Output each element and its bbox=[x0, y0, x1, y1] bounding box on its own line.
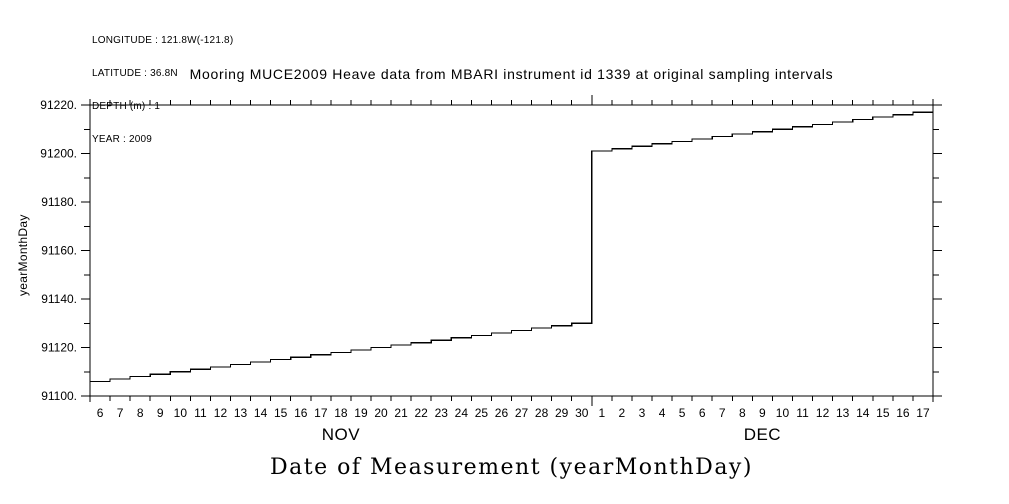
x-tick-label: 2 bbox=[619, 406, 626, 420]
x-tick-label: 20 bbox=[374, 406, 388, 420]
x-tick-label: 24 bbox=[455, 406, 469, 420]
x-tick-label: 12 bbox=[816, 406, 830, 420]
tick-labels-group: 91100.91120.91140.91160.91180.91200.9122… bbox=[40, 98, 930, 444]
metadata-line-depth: DEPTH (m) : 1 bbox=[92, 101, 161, 112]
x-tick-label: 8 bbox=[739, 406, 746, 420]
x-tick-label: 4 bbox=[659, 406, 666, 420]
x-tick-label: 15 bbox=[274, 406, 288, 420]
x-tick-label: 25 bbox=[475, 406, 489, 420]
x-tick-label: 8 bbox=[137, 406, 144, 420]
x-tick-label: 14 bbox=[856, 406, 870, 420]
x-tick-label: 7 bbox=[117, 406, 124, 420]
metadata-line-longitude: LONGITUDE : 121.8W(-121.8) bbox=[92, 35, 234, 46]
x-tick-label: 19 bbox=[354, 406, 368, 420]
x-tick-label: 16 bbox=[294, 406, 308, 420]
x-tick-label: 17 bbox=[314, 406, 328, 420]
x-tick-label: 27 bbox=[515, 406, 529, 420]
x-tick-label: 17 bbox=[916, 406, 930, 420]
x-tick-label: 1 bbox=[598, 406, 605, 420]
x-tick-label: 29 bbox=[555, 406, 569, 420]
x-tick-label: 9 bbox=[157, 406, 164, 420]
x-tick-label: 5 bbox=[679, 406, 686, 420]
y-tick-label: 91140. bbox=[41, 292, 77, 306]
x-tick-label: 14 bbox=[254, 406, 268, 420]
y-tick-label: 91160. bbox=[41, 244, 77, 258]
y-tick-label: 91180. bbox=[41, 195, 77, 209]
x-tick-label: 10 bbox=[776, 406, 790, 420]
x-tick-label: 6 bbox=[97, 406, 104, 420]
x-tick-label: 9 bbox=[759, 406, 766, 420]
metadata-line-year: YEAR : 2009 bbox=[92, 134, 153, 145]
x-tick-label: 13 bbox=[836, 406, 850, 420]
y-tick-label: 91200. bbox=[40, 147, 77, 161]
x-tick-label: 22 bbox=[414, 406, 428, 420]
x-tick-label: 28 bbox=[535, 406, 549, 420]
x-axis-title: Date of Measurement (yearMonthDay) bbox=[270, 455, 753, 480]
x-tick-label: 26 bbox=[495, 406, 509, 420]
x-tick-label: 15 bbox=[876, 406, 890, 420]
x-tick-label: 12 bbox=[214, 406, 228, 420]
x-tick-label: 11 bbox=[194, 406, 207, 420]
x-tick-label: 18 bbox=[334, 406, 348, 420]
x-tick-label: 10 bbox=[174, 406, 188, 420]
metadata-line-latitude: LATITUDE : 36.8N bbox=[92, 68, 178, 79]
month-label: NOV bbox=[322, 425, 361, 444]
y-tick-label: 91120. bbox=[41, 341, 77, 355]
y-tick-label: 91220. bbox=[40, 98, 77, 112]
chart-title: Mooring MUCE2009 Heave data from MBARI i… bbox=[189, 66, 834, 82]
x-tick-label: 23 bbox=[435, 406, 449, 420]
x-tick-label: 21 bbox=[394, 406, 408, 420]
x-tick-label: 16 bbox=[896, 406, 910, 420]
x-tick-label: 6 bbox=[699, 406, 706, 420]
x-tick-label: 13 bbox=[234, 406, 248, 420]
metadata-block: LONGITUDE : 121.8W(-121.8) LATITUDE : 36… bbox=[92, 13, 233, 167]
month-label: DEC bbox=[744, 425, 781, 444]
x-tick-label: 7 bbox=[719, 406, 726, 420]
y-tick-label: 91100. bbox=[41, 389, 77, 403]
x-tick-label: 3 bbox=[639, 406, 646, 420]
x-tick-label: 11 bbox=[796, 406, 809, 420]
x-tick-label: 30 bbox=[575, 406, 589, 420]
data-series-line bbox=[90, 111, 933, 383]
axes-group bbox=[81, 95, 942, 406]
